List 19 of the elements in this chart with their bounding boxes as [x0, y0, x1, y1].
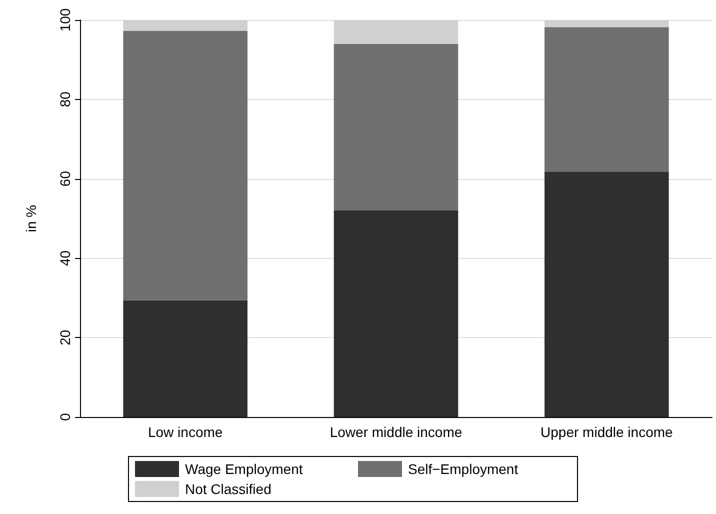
bar: [123, 300, 248, 417]
y-tick-label: 80: [57, 91, 73, 108]
legend-label: Wage Employment: [185, 461, 303, 477]
legend-label: Self−Employment: [408, 461, 518, 477]
bar: [334, 44, 458, 211]
y-axis-title: in %: [23, 204, 39, 232]
x-tick-label: Low income: [148, 424, 223, 440]
x-tick-label: Lower middle income: [330, 424, 462, 440]
bar: [544, 27, 669, 172]
bar: [334, 210, 458, 417]
y-tick-label: 100: [57, 8, 73, 32]
bar: [123, 30, 248, 300]
bar: [544, 172, 669, 417]
y-tick-label: 40: [57, 250, 73, 266]
y-tick-label: 20: [57, 330, 73, 346]
y-tick-label: 0: [57, 412, 73, 421]
legend-label: Not Classified: [185, 481, 272, 497]
x-tick-label: Upper middle income: [540, 424, 674, 440]
y-tick-label: 60: [57, 170, 73, 187]
